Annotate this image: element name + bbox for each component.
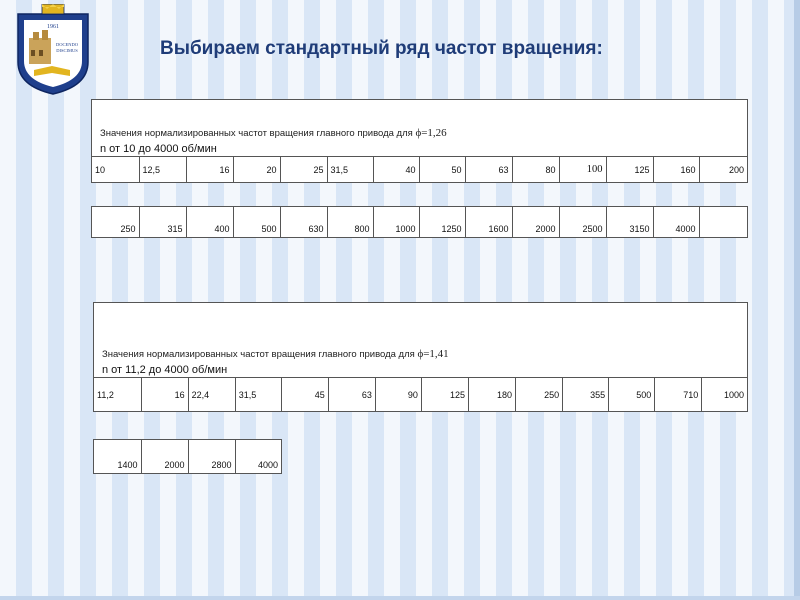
table2-row1: 11,2 16 22,4 31,5 45 63 90 125 180 250 3… <box>94 377 747 411</box>
table2-cell: 710 <box>654 377 702 411</box>
table1-cell: 2500 <box>558 207 606 237</box>
logo-motto-2: DISCIMUS <box>56 48 78 53</box>
table1-cell: 20 <box>232 156 280 182</box>
table2-cell: 31,5 <box>234 377 282 411</box>
table1-cell: 315 <box>138 207 186 237</box>
table2-cell: 16 <box>140 377 189 411</box>
table1-cell: 200 <box>698 156 747 182</box>
table1-cell: 1000 <box>372 207 419 237</box>
table1-row2: 250 315 400 500 630 800 1000 1250 1600 2… <box>91 206 748 238</box>
university-logo: 1961 DOCENDO DISCIMUS <box>17 4 89 95</box>
table1-cell: 40 <box>372 156 419 182</box>
logo-year: 1961 <box>47 24 59 30</box>
table1-cell: 125 <box>605 156 653 182</box>
table1-cell: 1600 <box>464 207 512 237</box>
table1-cell: 25 <box>279 156 327 182</box>
table2-phi: ϕ=1,41 <box>417 348 449 360</box>
table2-cell: 355 <box>562 377 609 411</box>
table1-row1: 10 12,5 16 20 25 31,5 40 50 63 80 100 12… <box>92 156 747 182</box>
table1-cell: 50 <box>418 156 465 182</box>
table1-cell: 160 <box>652 156 699 182</box>
table1-cell: 100 <box>558 156 606 182</box>
table2-cell: 250 <box>515 377 563 411</box>
table2-caption: Значения нормализированных частот вращен… <box>102 348 449 360</box>
table2-cell: 180 <box>467 377 516 411</box>
table2-cell: 63 <box>327 377 376 411</box>
table2-cell: 2000 <box>140 440 188 473</box>
table1-cell: 3150 <box>605 207 653 237</box>
table1-phi: ϕ=1,26 <box>415 127 447 139</box>
table1-cell: 1250 <box>418 207 465 237</box>
table2-cell: 11,2 <box>94 377 142 411</box>
table2-range: n от 11,2 до 4000 об/мин <box>102 364 228 376</box>
table2-block: Значения нормализированных частот вращен… <box>93 302 748 412</box>
table1-cell: 500 <box>232 207 280 237</box>
table2-cell: 125 <box>420 377 469 411</box>
table2-cell: 4000 <box>234 440 281 473</box>
table1-caption-text: Значения нормализированных частот вращен… <box>100 128 416 139</box>
slide-frame-right <box>794 0 800 600</box>
table1-cell: 800 <box>326 207 373 237</box>
table1-cell: 2000 <box>511 207 559 237</box>
table1-cell: 12,5 <box>138 156 186 182</box>
page-title: Выбираем стандартный ряд частот вращения… <box>160 38 603 59</box>
table1-cell: 400 <box>185 207 233 237</box>
table1-caption: Значения нормализированных частот вращен… <box>100 127 447 139</box>
table2-cell: 500 <box>608 377 655 411</box>
table1-cell: 63 <box>464 156 512 182</box>
table2-row2: 1400 2000 2800 4000 <box>93 439 282 474</box>
table1-cell: 31,5 <box>326 156 373 182</box>
table2-cell: 22,4 <box>187 377 236 411</box>
table2-cell: 90 <box>374 377 422 411</box>
table1-cell: 16 <box>185 156 233 182</box>
table1-cell: 250 <box>120 224 136 234</box>
table2-cell: 2800 <box>187 440 235 473</box>
table1-block: Значения нормализированных частот вращен… <box>91 99 748 183</box>
table2-cell: 1000 <box>701 377 747 411</box>
table1-cell: 4000 <box>652 207 699 237</box>
table1-cell <box>698 207 747 237</box>
table1-range: n от 10 до 4000 об/мин <box>100 143 217 155</box>
table1-cell: 80 <box>511 156 559 182</box>
slide-frame-bottom <box>0 596 800 600</box>
logo-motto-1: DOCENDO <box>56 42 79 47</box>
table2-cell: 45 <box>280 377 329 411</box>
table2-caption-text: Значения нормализированных частот вращен… <box>102 349 418 360</box>
table1-cell: 10 <box>92 156 139 182</box>
table2-cell: 1400 <box>117 460 138 470</box>
table1-cell: 630 <box>279 207 327 237</box>
